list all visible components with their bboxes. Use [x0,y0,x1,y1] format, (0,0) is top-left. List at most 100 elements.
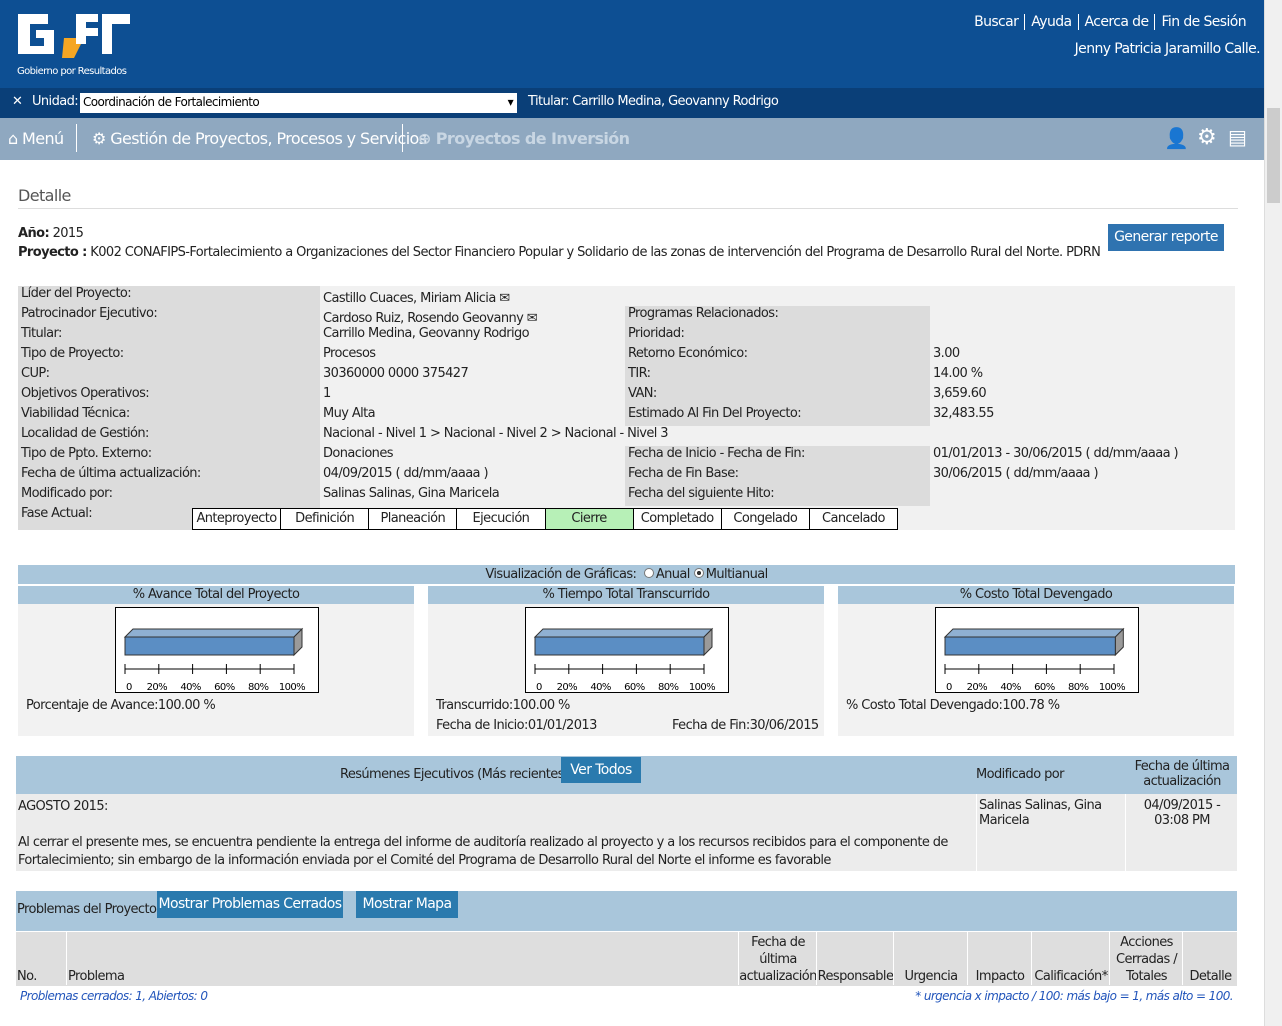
detail-row: CUP: 30360000 0000 375427 TIR: 14.00 % [18,366,1235,386]
bar-top [533,628,714,638]
phase-step: Cierre [544,509,633,529]
field-value: Cardoso Ruiz, Rosendo Geovanny ✉ [320,306,625,326]
gauge-stat: Porcentaje de Avance:100.00 % [26,698,216,713]
field-value: 3.00 [930,346,1235,366]
top-link[interactable]: Ayuda [1024,14,1077,30]
phase-step: Planeación [368,509,456,529]
detail-row: Modificado por: Salinas Salinas, Gina Mar… [18,486,1235,506]
separator [402,124,403,152]
gauge-chart: 0 20% 40% 60% 80% 100% [525,607,729,693]
detail-row: Viabilidad Técnica: Muy Alta Estimado Al F… [18,406,1235,426]
menu-item: Gestión de Proyectos, Procesos y Servici… [110,129,427,148]
top-link[interactable]: Acerca de [1077,14,1155,30]
bar [944,636,1116,656]
field-value: Donaciones [320,446,625,466]
detail-row: Localidad de Gestión: Nacional - Nivel 1 … [18,426,1235,446]
top-link[interactable]: Fin de Sesión [1154,14,1252,30]
unit-label: Unidad: [32,94,79,109]
gauge-chart: 0 20% 40% 60% 80% 100% [935,607,1139,693]
tick-label: 20% [147,682,168,693]
separator [76,124,77,152]
radio-label: Anual [655,567,691,582]
summary-heading: AGOSTO 2015: [18,799,108,814]
problems-title: Problemas del Proyecto [17,902,157,917]
stat-value: 30/06/2015 [749,718,820,733]
field-value: 30/06/2015 ( dd/mm/aaaa ) [930,466,1235,486]
field-value: 01/01/2013 - 30/06/2015 ( dd/mm/aaaa ) [930,446,1235,466]
menu-bar: ⌂ Menú ⚙ Gestión de Proyectos, Procesos … [0,118,1264,160]
stat-value: 100.00 % [512,698,571,713]
report-button[interactable]: Generar reporte [1108,224,1224,251]
column-header: Problema [66,931,738,985]
bar [534,636,705,656]
field-label: Modificado por: [18,486,320,506]
doc-icon[interactable]: ▤ [1228,125,1247,149]
field-value [930,486,1235,506]
bar-top [943,628,1125,638]
stat-label: Porcentaje de Avance: [26,698,159,713]
field-value: Procesos [320,346,625,366]
menu-home[interactable]: ⌂ Menú [8,129,64,148]
field-value [930,326,1235,346]
field-label: Fecha de Fin Base: [625,466,930,486]
gauge-chart: 0 20% 40% 60% 80% 100% [115,607,319,693]
gauge-title: % Avance Total del Proyecto [18,586,414,604]
tick-label: 100% [279,682,305,693]
top-link[interactable]: Buscar [974,14,1019,30]
menu-gestion[interactable]: ⚙ Gestión de Proyectos, Procesos y Servi… [92,129,427,148]
field-label: Objetivos Operativos: [18,386,320,406]
field-value: 32,483.55 [930,406,1235,426]
field-label: VAN: [625,386,930,406]
col-date: Fecha de última actualización [1134,759,1230,789]
column-header: Impacto [967,931,1031,985]
radio[interactable] [693,568,704,578]
bar-top [123,628,304,638]
view-all-button[interactable]: Ver Todos [561,757,641,783]
radio[interactable] [643,568,654,578]
tick-label: 20% [967,682,988,693]
field-value: Salinas Salinas, Gina Maricela [320,486,625,506]
field-value: 30360000 0000 375427 [320,366,625,386]
user-name: Jenny Patricia Jaramillo Calle. [1074,41,1261,57]
field-label: Prioridad: [625,326,930,346]
phase-step: Ejecución [456,509,544,529]
summary-modified: Salinas Salinas, Gina Maricela [976,794,1126,871]
settings-icon[interactable]: ⚙ [1197,125,1217,150]
column-header: Responsable [816,931,894,985]
field-label: CUP: [18,366,320,386]
summaries: Resúmenes Ejecutivos (Más recientes) Ver… [16,756,1237,871]
field-value: 3,659.60 [930,386,1235,406]
column-header: Fecha de última actualización [738,931,817,985]
tick-label: 60% [1034,682,1055,693]
top-links: Buscar Ayuda Acerca de Fin de Sesión [968,14,1252,30]
phase-step: Completado [632,509,721,529]
user-icon[interactable]: 👤 [1164,126,1189,150]
header: Gobierno por Resultados Buscar Ayuda Acerc… [0,0,1264,88]
scrollbar[interactable] [1264,0,1282,1026]
stat-label: Fecha de Inicio: [436,718,528,733]
stat-value: 01/01/2013 [527,718,598,733]
problems-columns: No. Problema Fecha de última actualización… [16,931,1237,986]
unit-value: Coordinación de Fortalecimiento [83,95,260,109]
phase-step: Congelado [720,509,809,529]
closed-problems-button[interactable]: Mostrar Problemas Cerrados [157,891,343,918]
tick-label: 0 [126,682,132,693]
options: Anual Multianual [640,567,768,582]
field-label: Fecha de última actualización: [18,466,320,486]
phase-cell: Anteproyecto Definición Planeación Ejecució… [192,506,1235,530]
stat-label: Transcurrido: [436,698,513,713]
unit-select[interactable]: Coordinación de Fortalecimiento ▾ [80,93,517,113]
field-label: Fecha del siguiente Hito: [625,486,930,506]
detail-row: Titular: Carrillo Medina, Geovanny Rodrig… [18,326,1235,346]
stat-label: % Costo Total Devengado: [846,698,1003,713]
problems-note: * urgencia x impacto / 100: más bajo = 1… [915,989,1233,1003]
summaries-title: Resúmenes Ejecutivos (Más recientes) [340,767,569,782]
map-button[interactable]: Mostrar Mapa [356,891,458,918]
field-value [930,306,1235,326]
gauge-title: % Tiempo Total Transcurrido [428,586,824,604]
column-header: Acciones Cerradas / Totales [1109,931,1182,985]
label: Visualización de Gráficas: [485,567,637,582]
detail-row: Líder del Proyecto: Castillo Cuaces, Miri… [18,286,1235,306]
field-label: Patrocinador Ejecutivo: [18,306,320,326]
field-label: Retorno Económico: [625,346,930,366]
